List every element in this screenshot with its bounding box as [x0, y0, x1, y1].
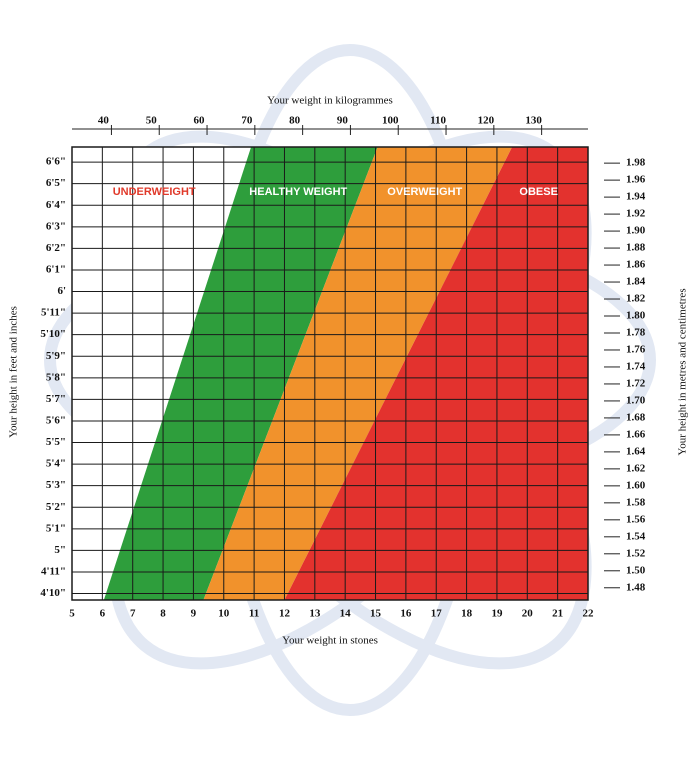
x2-tick-label: 120 — [478, 115, 495, 127]
x-tick-label: 18 — [461, 608, 473, 620]
y2-tick-label: 1.88 — [626, 242, 646, 254]
y-tick-label: 5'3" — [46, 479, 66, 491]
y2-tick-label: 1.72 — [626, 377, 646, 389]
y2-tick-label: 1.76 — [626, 344, 646, 356]
x-tick-label: 19 — [491, 608, 503, 620]
y2-tick-label: 1.70 — [626, 394, 646, 406]
y-tick-label: 6'5" — [46, 177, 66, 189]
x-tick-label: 20 — [522, 608, 534, 620]
y2-tick-label: 1.98 — [626, 157, 646, 169]
y-tick-label: 6'1" — [46, 263, 66, 275]
y2-tick-label: 1.52 — [626, 547, 646, 559]
y2-tick-label: 1.94 — [626, 191, 646, 203]
y-tick-label: 6'3" — [46, 220, 66, 232]
y-tick-label: 5'6" — [46, 414, 66, 426]
y2-tick-label: 1.64 — [626, 445, 646, 457]
x-tick-label: 15 — [370, 608, 382, 620]
y-tick-label: 5'11" — [41, 307, 66, 319]
y2-tick-label: 1.90 — [626, 225, 646, 237]
x2-tick-label: 110 — [430, 115, 446, 127]
chart: Your weight in kilogrammes Your weight i… — [0, 0, 697, 766]
y-tick-label: 4'11" — [41, 565, 66, 577]
x-tick-label: 6 — [100, 608, 106, 620]
y2-tick-label: 1.48 — [626, 581, 646, 593]
x-tick-label: 12 — [279, 608, 291, 620]
x2-tick-label: 100 — [382, 115, 399, 127]
y2-tick-label: 1.58 — [626, 496, 646, 508]
y2-tick-label: 1.96 — [626, 174, 646, 186]
x2-tick-label: 40 — [98, 115, 110, 127]
y-tick-label: 5'5" — [46, 436, 66, 448]
x-tick-label: 17 — [431, 608, 443, 620]
y2-tick-label: 1.80 — [626, 310, 646, 322]
y-tick-label: 5'8" — [46, 371, 66, 383]
y-tick-label: 5'10" — [40, 328, 66, 340]
y2-tick-label: 1.78 — [626, 327, 646, 339]
x-tick-label: 8 — [160, 608, 166, 620]
y-axis-title: Your height in feet and inches — [8, 306, 20, 438]
y-tick-label: 6'2" — [46, 242, 66, 254]
y2-tick-label: 1.54 — [626, 530, 646, 542]
x-tick-label: 10 — [218, 608, 230, 620]
x-tick-label: 9 — [191, 608, 197, 620]
y-tick-label: 6'6" — [46, 156, 66, 168]
x-tick-label: 5 — [69, 608, 75, 620]
x2-tick-label: 70 — [241, 115, 253, 127]
y-tick-label: 6'4" — [46, 199, 66, 211]
y-tick-label: 5'1" — [46, 522, 66, 534]
top-axis-title: Your weight in kilogrammes — [267, 95, 393, 107]
zone-label: HEALTHY WEIGHT — [249, 186, 347, 198]
x2-tick-label: 50 — [146, 115, 158, 127]
zone-label: OBESE — [519, 186, 558, 198]
y-tick-label: 5" — [54, 544, 66, 556]
y-tick-label: 5'7" — [46, 393, 66, 405]
x-tick-label: 11 — [249, 608, 259, 620]
y-tick-label: 6' — [57, 285, 66, 297]
y2-tick-label: 1.86 — [626, 259, 646, 271]
y2-tick-label: 1.56 — [626, 513, 646, 525]
y2-tick-label: 1.84 — [626, 276, 646, 288]
x-tick-label: 7 — [130, 608, 136, 620]
y2-tick-label: 1.92 — [626, 208, 646, 220]
y2-tick-label: 1.74 — [626, 360, 646, 372]
y2-tick-label: 1.50 — [626, 564, 646, 576]
zone-label: UNDERWEIGHT — [113, 186, 196, 198]
x2-tick-label: 60 — [194, 115, 206, 127]
y2-tick-label: 1.62 — [626, 462, 646, 474]
x2-tick-label: 80 — [289, 115, 301, 127]
y2-axis-title: Your height in metres and centimetres — [677, 288, 689, 455]
x2-tick-label: 90 — [337, 115, 349, 127]
x-tick-label: 22 — [583, 608, 595, 620]
x2-tick-label: 130 — [525, 115, 542, 127]
x-tick-label: 16 — [400, 608, 412, 620]
x-tick-label: 13 — [309, 608, 321, 620]
y2-tick-label: 1.68 — [626, 411, 646, 423]
zone-label: OVERWEIGHT — [387, 186, 462, 198]
y2-tick-label: 1.82 — [626, 293, 646, 305]
x-tick-label: 21 — [552, 608, 563, 620]
y2-tick-label: 1.66 — [626, 428, 646, 440]
y-tick-label: 5'4" — [46, 458, 66, 470]
y2-tick-label: 1.60 — [626, 479, 646, 491]
x-axis-title: Your weight in stones — [282, 635, 378, 647]
y-tick-label: 5'2" — [46, 501, 66, 513]
y-tick-label: 5'9" — [46, 350, 66, 362]
x-tick-label: 14 — [340, 608, 352, 620]
y-tick-label: 4'10" — [40, 587, 66, 599]
